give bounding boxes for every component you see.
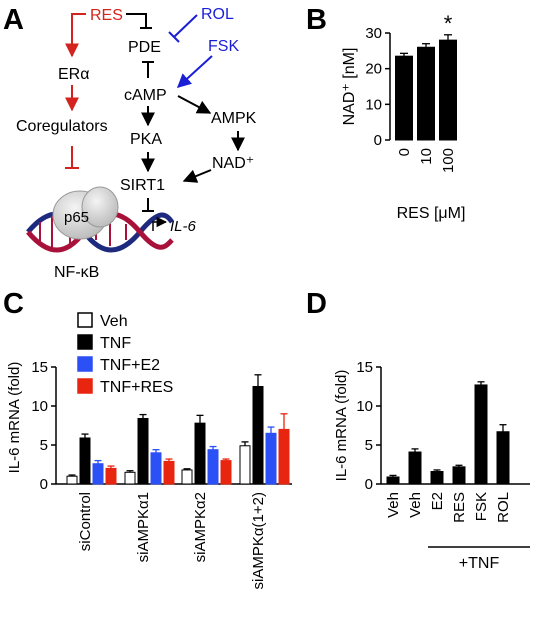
bar (430, 471, 444, 485)
coregulators-label: Coregulators (16, 118, 108, 135)
significance-marker: * (444, 11, 453, 36)
y-tick-label: 5 (365, 437, 373, 454)
fsk-label: FSK (208, 38, 239, 55)
y-tick-label: 15 (356, 359, 373, 376)
x-tick-label: Veh (385, 492, 402, 518)
bar (278, 428, 290, 485)
res-label: RES (90, 7, 123, 24)
x-tick-label: siAMPKα1 (135, 492, 152, 562)
legend-swatch (77, 356, 93, 372)
legend-label: TNF (100, 335, 131, 352)
bar (137, 417, 149, 485)
y-tick-label: 0 (374, 132, 382, 149)
rol-label: ROL (201, 6, 234, 23)
res-inhibits-pde-line (126, 13, 147, 28)
bar (496, 431, 510, 485)
x-tick-label: ROL (495, 492, 512, 523)
bar (239, 445, 251, 485)
panel-a-diagram: A RES ERα Coregulators ROL FSK PDE cAMP … (3, 4, 257, 281)
bar (439, 39, 457, 141)
x-tick-label: 0 (396, 148, 413, 156)
bar (181, 469, 193, 485)
y-tick-label: 20 (365, 61, 382, 78)
panel-c-letter: C (3, 288, 24, 320)
res-to-er-arrow (65, 13, 86, 58)
y-tick-label: 10 (365, 96, 382, 113)
panel-b-letter: B (306, 4, 327, 36)
nfkb-label: NF-κB (54, 264, 99, 281)
bar (105, 467, 117, 485)
x-tick-label: Veh (407, 492, 424, 518)
chart-c-plot: 0 5 10 15 IL-6 mRNA (fold) siControl siAMPKα1 s… (6, 312, 292, 589)
y-axis-title: IL-6 mRNA (fold) (333, 370, 350, 482)
x-axis-title: RES [μM] (397, 205, 466, 222)
rol-inhibit-line (173, 14, 198, 38)
transcription-start-arrow (152, 216, 168, 231)
x-tick-label: RES (451, 492, 468, 523)
sirt1-label: SIRT1 (120, 177, 165, 194)
y-tick-label: 10 (31, 398, 48, 415)
bar (452, 466, 466, 485)
rol-inhibit-bar (168, 31, 180, 43)
y-tick-label: 5 (40, 437, 48, 454)
legend-label: TNF+E2 (100, 357, 160, 374)
bar (408, 451, 422, 485)
bar (124, 471, 136, 485)
bar (79, 437, 91, 485)
p65-protein-lobe (81, 186, 119, 228)
panel-d-letter: D (306, 288, 327, 320)
panel-b-chart: B 0 10 20 30 NAD⁺ [nM] 0 10 100 * RES [μM] (306, 4, 465, 222)
y-axis-title: NAD⁺ [nM] (341, 48, 358, 126)
y-tick-label: 10 (356, 398, 373, 415)
y-tick-label: 30 (365, 25, 382, 42)
y-axis-title: IL-6 mRNA (fold) (6, 362, 23, 474)
il6-gene-label: IL-6 (170, 218, 197, 235)
x-tick-label: E2 (429, 492, 446, 510)
x-tick-label: siAMPKα2 (192, 492, 209, 562)
bar (386, 476, 400, 485)
bar (417, 46, 435, 141)
y-tick-label: 0 (40, 476, 48, 493)
bar (265, 432, 277, 485)
legend-label: Veh (100, 313, 128, 330)
pka-label: PKA (130, 131, 162, 148)
camp-label: cAMP (124, 87, 167, 104)
bar (92, 463, 104, 485)
legend-swatch (77, 378, 93, 394)
chart-d-plot: 0 5 10 15 IL-6 mRNA (fold) Veh Veh E2 RES FSK ROL +… (333, 359, 530, 572)
legend-label: TNF+RES (100, 379, 173, 396)
panel-a-letter: A (3, 4, 24, 36)
pde-label: PDE (128, 39, 161, 56)
ampk-label: AMPK (211, 110, 257, 127)
bar (150, 452, 162, 485)
bar (220, 460, 232, 485)
bar (163, 460, 175, 485)
bar (194, 422, 206, 485)
legend-swatch (77, 312, 93, 328)
y-tick-label: 0 (365, 476, 373, 493)
nad-to-sirt1-arrow (182, 169, 212, 183)
x-tick-label: 100 (440, 148, 457, 173)
bar (66, 475, 78, 485)
bar (252, 386, 264, 485)
bar (395, 55, 413, 141)
er-alpha-label: ERα (58, 66, 89, 83)
x-tick-label: siControl (77, 492, 94, 551)
y-tick-label: 15 (31, 359, 48, 376)
x-tick-label: 10 (418, 148, 435, 165)
nad-label: NAD⁺ (212, 155, 254, 172)
fsk-to-camp-arrow (176, 55, 213, 88)
tnf-group-label: +TNF (459, 555, 500, 572)
x-tick-label: FSK (473, 492, 490, 521)
x-tick-label: siAMPKα(1+2) (250, 492, 267, 589)
panel-d-chart: D 0 5 10 15 IL-6 mRNA (fold) Veh Veh E2 RES FSK RO… (306, 288, 530, 572)
bar (207, 449, 219, 485)
legend-swatch (77, 334, 93, 350)
panel-c-chart: C 0 5 10 15 IL-6 mRNA (fold) siControl siAMPKα… (3, 288, 292, 589)
camp-to-ampk-arrow (177, 95, 212, 114)
bar (474, 384, 488, 485)
chart-b-plot: 0 10 20 30 NAD⁺ [nM] 0 10 100 * RES [μM] (341, 11, 465, 222)
p65-label: p65 (64, 209, 89, 226)
